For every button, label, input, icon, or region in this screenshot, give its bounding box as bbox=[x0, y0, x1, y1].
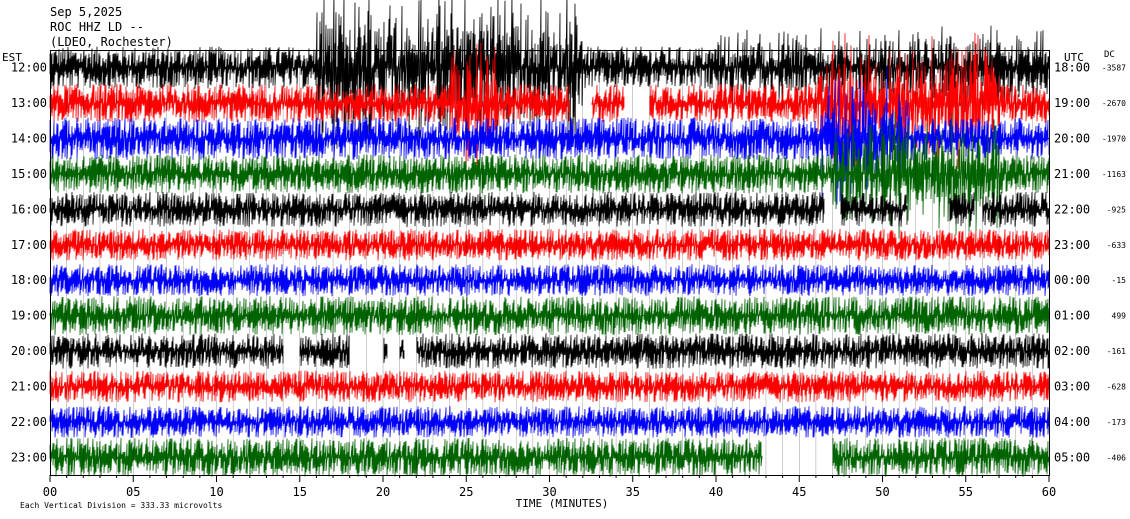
x-tick-label: 00 bbox=[43, 485, 57, 499]
x-tick-label: 05 bbox=[126, 485, 140, 499]
station-code: ROC HHZ LD -- bbox=[50, 20, 144, 34]
x-tick-label: 50 bbox=[875, 485, 889, 499]
x-tick-label: 20 bbox=[376, 485, 390, 499]
x-tick-label: 25 bbox=[459, 485, 473, 499]
dc-offset-label: -1163 bbox=[1102, 170, 1126, 179]
utc-hour-label: 21:00 bbox=[1054, 167, 1090, 181]
utc-hour-label: 01:00 bbox=[1054, 309, 1090, 323]
x-axis-title: TIME (MINUTES) bbox=[516, 497, 609, 510]
utc-hour-label: 05:00 bbox=[1054, 450, 1090, 464]
dc-offset-label: -161 bbox=[1107, 347, 1126, 356]
est-hour-label: 18:00 bbox=[11, 273, 47, 287]
dc-offset-label: -2670 bbox=[1102, 99, 1126, 108]
dc-offset-label: -1970 bbox=[1102, 135, 1126, 144]
est-hour-label: 13:00 bbox=[11, 96, 47, 110]
est-hour-label: 22:00 bbox=[11, 415, 47, 429]
station-location: (LDEO, Rochester) bbox=[50, 35, 173, 49]
x-tick-label: 45 bbox=[792, 485, 806, 499]
est-hour-label: 20:00 bbox=[11, 344, 47, 358]
est-hour-label: 12:00 bbox=[11, 61, 47, 75]
seismic-trace-row bbox=[49, 437, 1050, 477]
est-hour-label: 23:00 bbox=[11, 450, 47, 464]
est-hour-label: 21:00 bbox=[11, 379, 47, 393]
est-hour-label: 19:00 bbox=[11, 309, 47, 323]
utc-hour-label: 00:00 bbox=[1054, 273, 1090, 287]
dc-offset-label: -628 bbox=[1107, 382, 1126, 391]
utc-hour-label: 23:00 bbox=[1054, 238, 1090, 252]
dc-offset-label: -3587 bbox=[1102, 64, 1126, 73]
dc-offset-label: -173 bbox=[1107, 418, 1126, 427]
utc-hour-label: 19:00 bbox=[1054, 96, 1090, 110]
chart-date: Sep 5,2025 bbox=[50, 5, 122, 19]
x-tick-label: 15 bbox=[293, 485, 307, 499]
utc-hour-label: 02:00 bbox=[1054, 344, 1090, 358]
utc-hour-label: 18:00 bbox=[1054, 61, 1090, 75]
x-tick-label: 60 bbox=[1042, 485, 1056, 499]
minute-gridlines bbox=[66, 50, 1033, 475]
x-tick-label: 10 bbox=[209, 485, 223, 499]
dc-offset-label: -406 bbox=[1107, 453, 1126, 462]
dc-header-label: DC bbox=[1104, 50, 1115, 60]
x-tick-label: 55 bbox=[959, 485, 973, 499]
x-tick-label: 35 bbox=[626, 485, 640, 499]
seismic-trace-row bbox=[49, 191, 1050, 228]
est-hour-label: 14:00 bbox=[11, 132, 47, 146]
utc-hour-label: 20:00 bbox=[1054, 132, 1090, 146]
chart-header: Sep 5,2025 ROC HHZ LD -- (LDEO, Rocheste… bbox=[50, 5, 173, 49]
x-tick-label: 30 bbox=[542, 485, 556, 499]
utc-axis-label: UTC bbox=[1064, 51, 1084, 64]
utc-hour-label: 04:00 bbox=[1054, 415, 1090, 429]
utc-hour-label: 22:00 bbox=[1054, 202, 1090, 216]
dc-offset-label: -633 bbox=[1107, 241, 1126, 250]
dc-offset-label: -925 bbox=[1107, 205, 1126, 214]
est-hour-label: 16:00 bbox=[11, 202, 47, 216]
est-hour-label: 15:00 bbox=[11, 167, 47, 181]
est-axis-label: EST bbox=[2, 51, 22, 64]
x-axis: 00 05 10 15 20 25 30 35 40 45 50 55 60 bbox=[43, 475, 1056, 499]
dc-offset-label: -15 bbox=[1112, 276, 1127, 285]
est-hour-label: 17:00 bbox=[11, 238, 47, 252]
row-labels: 12:00 18:00 -3587 13:00 19:00 -2670 14:00 20:00… bbox=[11, 61, 1126, 465]
x-tick-label: 40 bbox=[709, 485, 723, 499]
scale-footer: Each Vertical Division = 333.33 microvol… bbox=[20, 501, 222, 510]
dc-offset-label: 499 bbox=[1112, 312, 1127, 321]
utc-hour-label: 03:00 bbox=[1054, 379, 1090, 393]
